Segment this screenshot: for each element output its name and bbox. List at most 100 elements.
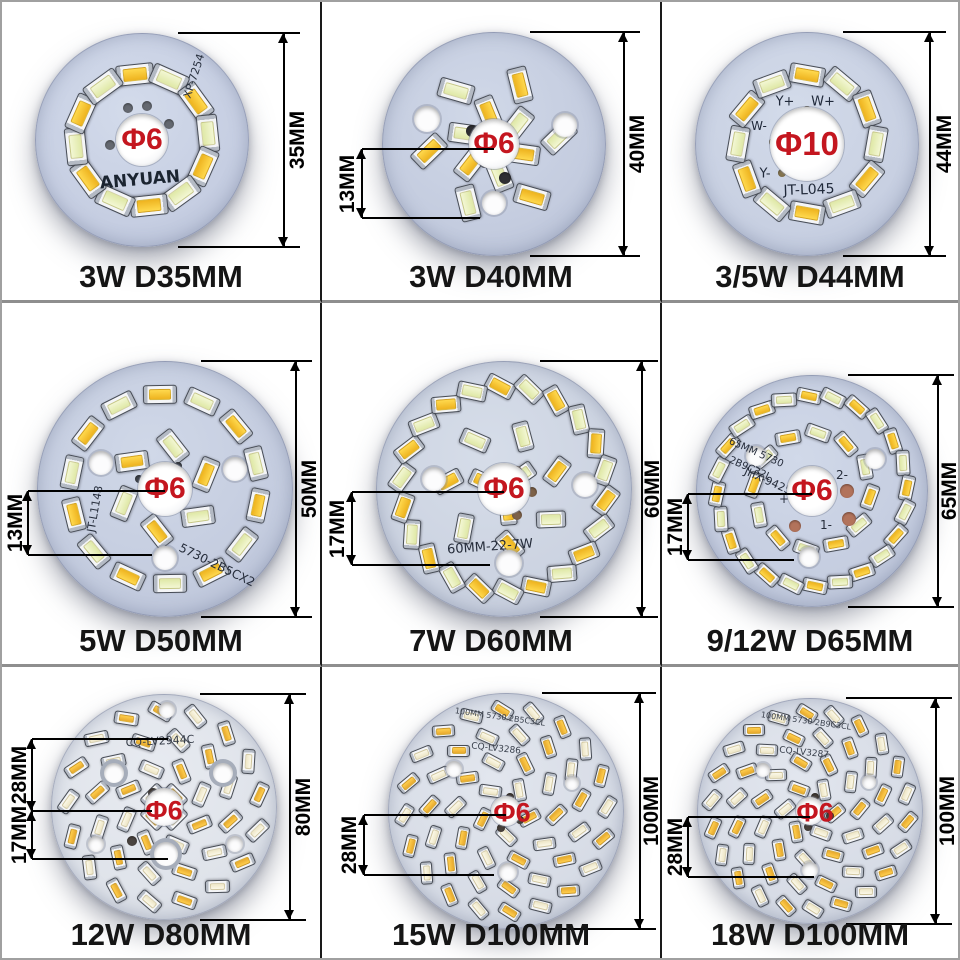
dimension-extension-line — [843, 255, 946, 257]
dimension-label: 35MM — [286, 110, 309, 170]
dimension-arrowhead — [636, 361, 646, 371]
led-phosphor — [556, 718, 569, 735]
led-phosphor — [845, 868, 860, 876]
led-phosphor — [729, 131, 746, 157]
dimension-line — [283, 33, 285, 247]
solder-pad — [839, 484, 854, 498]
dimension-arrowhead — [930, 914, 940, 924]
led-phosphor — [775, 395, 793, 405]
dimension-arrowhead — [932, 597, 942, 607]
center-hole-diameter-label: Φ6 — [121, 123, 163, 156]
led-phosphor — [764, 866, 776, 882]
dimension-extension-line — [848, 606, 954, 608]
led-phosphor — [203, 748, 215, 766]
solder-pad — [778, 169, 787, 178]
led-phosphor — [250, 493, 267, 518]
dimension-arrowhead — [618, 246, 628, 256]
led-phosphor — [752, 403, 771, 417]
led-phosphor — [176, 865, 194, 878]
dimension-line — [289, 694, 291, 920]
led-phosphor — [760, 746, 775, 754]
led-phosphor — [531, 875, 548, 885]
led-phosphor — [511, 71, 530, 98]
led-chip — [152, 573, 188, 594]
led-phosphor — [140, 833, 154, 852]
dimension-leader-line — [688, 493, 812, 495]
led-phosphor — [901, 478, 913, 497]
led-phosphor — [190, 817, 209, 831]
led-phosphor — [461, 384, 483, 399]
led-phosphor — [515, 425, 531, 447]
dimension-arrowhead — [346, 555, 356, 565]
mounting-hole — [153, 546, 177, 571]
led-phosphor — [753, 505, 765, 524]
led-phosphor — [395, 496, 412, 518]
led-phosphor — [435, 398, 456, 411]
product-photo: 60MM-22-7W Φ6 17MM 60MM — [322, 303, 660, 619]
dimension-leader-line — [28, 490, 165, 492]
led-phosphor — [747, 726, 761, 734]
led-phosphor — [233, 855, 252, 869]
led-phosphor — [753, 887, 766, 904]
dimension-leader-line — [32, 738, 168, 740]
led-phosphor — [862, 487, 877, 507]
led-phosphor — [716, 510, 726, 528]
solder-pad — [497, 823, 506, 832]
led-phosphor — [831, 577, 849, 587]
dimension-line — [27, 491, 29, 555]
center-hole — [116, 114, 168, 166]
dimension-extension-line — [200, 693, 306, 695]
led-phosphor — [93, 819, 106, 837]
led-phosphor — [857, 96, 878, 123]
dimension-extension-line — [843, 31, 946, 33]
product-caption: 3W D35MM — [79, 259, 243, 294]
led-phosphor — [456, 517, 471, 539]
dimension-arrowhead — [356, 149, 366, 159]
dimension-label: 100MM — [640, 775, 662, 847]
led-phosphor — [176, 894, 194, 907]
mounting-hole — [755, 763, 770, 778]
center-hole — [145, 788, 183, 826]
mounting-hole — [227, 836, 244, 853]
led-phosphor — [846, 775, 855, 790]
led-phosphor — [859, 888, 873, 896]
led-phosphor — [532, 901, 549, 912]
mounting-hole — [89, 451, 113, 476]
dimension-leader-line — [362, 217, 480, 219]
dimension-label: 28MM — [338, 815, 361, 875]
dimension-line — [363, 815, 365, 875]
mounting-hole — [159, 701, 176, 718]
dimension-line — [687, 817, 689, 877]
dimension-arrowhead — [618, 32, 628, 42]
led-chip — [770, 392, 798, 408]
dimension-arrowhead — [22, 491, 32, 501]
dimension-extension-line — [540, 360, 658, 362]
led-phosphor — [868, 131, 885, 157]
dimension-arrowhead — [284, 694, 294, 704]
led-phosphor — [819, 783, 829, 798]
led-phosphor — [865, 845, 881, 857]
led-phosphor — [196, 461, 216, 487]
solder-pad — [163, 118, 174, 129]
led-chip — [63, 126, 89, 167]
led-phosphor — [543, 739, 555, 756]
dimension-line — [639, 693, 641, 929]
dimension-extension-line — [178, 32, 300, 34]
led-phosphor — [813, 827, 829, 839]
led-chip — [826, 574, 854, 590]
dimension-label: 50MM — [298, 459, 321, 519]
product-caption: 3W D40MM — [409, 259, 573, 294]
led-phosphor — [544, 776, 554, 792]
center-hole-diameter-label: Φ6 — [483, 472, 525, 505]
led-phosphor — [458, 830, 468, 846]
center-hole — [787, 466, 837, 516]
dimension-label: 13MM — [4, 493, 27, 553]
dimension-extension-line — [846, 697, 952, 699]
solder-pad — [826, 811, 835, 820]
led-phosphor — [458, 190, 477, 217]
led-phosphor — [596, 460, 613, 482]
mounting-hole — [212, 763, 233, 784]
dimension-arrowhead — [682, 550, 692, 560]
product-cell: Y+ W+ W- Y- JT-L045 Φ10 44MM 3/5W D44MM — [662, 2, 958, 303]
dimension-leader-line — [362, 148, 494, 150]
